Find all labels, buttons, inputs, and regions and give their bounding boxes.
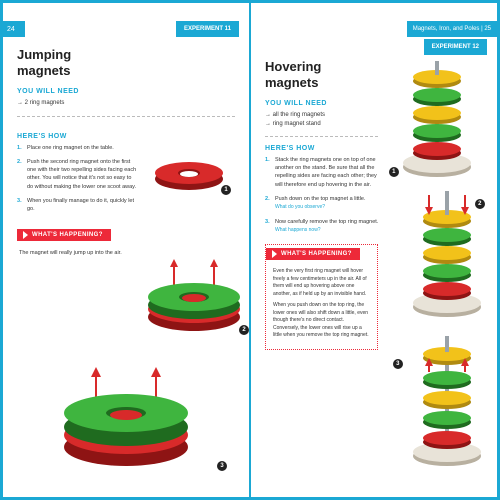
page-title: Jumping magnets — [17, 47, 235, 78]
breadcrumb: Magnets, Iron, and Poles | 25 — [407, 21, 497, 37]
step: Push the second ring magnet onto the fir… — [17, 158, 137, 191]
how-heading: HERE'S HOW — [265, 145, 378, 152]
page-left: 24 EXPERIMENT 11 Jumping magnets YOU WIL… — [3, 3, 249, 497]
page-title: Hovering magnets — [265, 59, 378, 90]
need-heading: YOU WILL NEED — [17, 88, 235, 95]
step-sub: What do you observe? — [275, 204, 378, 212]
page-number: 24 — [7, 26, 15, 33]
step-badge-1: 1 — [221, 185, 231, 195]
whats-happening-header: WHAT'S HAPPENING? — [266, 248, 360, 260]
whats-happening-header: WHAT'S HAPPENING? — [17, 229, 111, 241]
whats-happening-box: WHAT'S HAPPENING? Even the very first ri… — [265, 244, 378, 350]
whats-happening-body: The magnet will really jump up into the … — [17, 249, 137, 257]
step-badge-2: 2 — [475, 199, 485, 209]
illustration-2 — [129, 245, 249, 335]
step-badge-1: 1 — [389, 167, 399, 177]
step-badge-3: 3 — [393, 359, 403, 369]
page-right: Magnets, Iron, and Poles | 25 EXPERIMENT… — [251, 3, 497, 497]
step: Place one ring magnet on the table. — [17, 144, 137, 152]
experiment-tag: EXPERIMENT 12 — [424, 39, 487, 55]
need-item: → 2 ring magnets — [17, 99, 235, 107]
divider — [17, 116, 235, 117]
step: Now carefully remove the top ring magnet… — [265, 218, 378, 235]
step: Stack the ring magnets one on top of one… — [265, 156, 378, 189]
illustration-stand-1 — [397, 59, 477, 179]
step-badge-3: 3 — [217, 461, 227, 471]
need-item: → ring magnet stand — [265, 120, 378, 128]
experiment-tag: EXPERIMENT 11 — [176, 21, 239, 37]
step: When you finally manage to do it, quickl… — [17, 197, 137, 214]
divider — [265, 136, 378, 137]
steps-list: Stack the ring magnets one on top of one… — [265, 156, 378, 235]
step: Push down on the top magnet a little.Wha… — [265, 195, 378, 212]
illustration-3 — [41, 363, 211, 473]
wh-paragraph: Even the very first ring magnet will hov… — [273, 268, 370, 298]
page-number-tab: 24 — [3, 21, 25, 37]
page-spread: 24 EXPERIMENT 11 Jumping magnets YOU WIL… — [0, 0, 500, 500]
illustration-stand-2 — [407, 189, 487, 319]
illustration-stand-3 — [407, 334, 487, 469]
need-item: → all the ring magnets — [265, 111, 378, 119]
how-heading: HERE'S HOW — [17, 133, 137, 140]
arrow-icon — [23, 231, 28, 239]
need-heading: YOU WILL NEED — [265, 100, 378, 107]
step-sub: What happens now? — [275, 227, 378, 235]
wh-paragraph: When you push down on the top ring, the … — [273, 302, 370, 340]
arrow-icon — [272, 250, 277, 258]
step-badge-2: 2 — [239, 325, 249, 335]
steps-list: Place one ring magnet on the table. Push… — [17, 144, 137, 214]
